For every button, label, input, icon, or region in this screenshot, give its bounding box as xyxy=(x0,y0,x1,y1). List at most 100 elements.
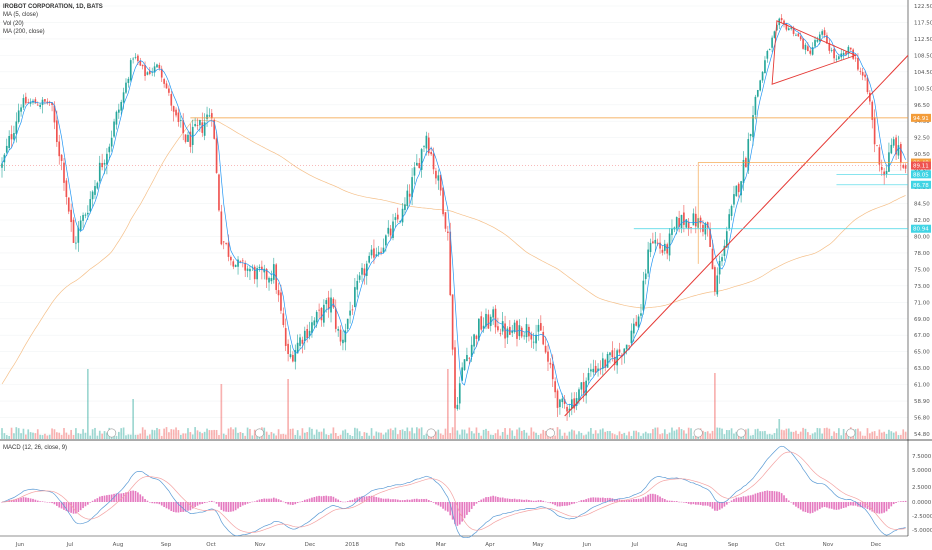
macd-histogram-bar xyxy=(261,499,263,502)
candle-body xyxy=(714,267,716,292)
candle-body xyxy=(17,110,20,122)
macd-histogram-bar xyxy=(127,492,130,502)
macd-histogram-bar xyxy=(838,502,840,510)
macd-histogram-bar xyxy=(456,502,459,526)
candle-body xyxy=(98,162,101,182)
candle-body xyxy=(56,120,58,142)
volume-bar xyxy=(89,435,92,439)
candle-body xyxy=(432,153,435,170)
time-tick-label: Sep xyxy=(728,542,739,548)
volume-bar xyxy=(349,435,351,439)
macd-histogram-bar xyxy=(141,496,144,502)
macd-histogram-bar xyxy=(79,502,82,511)
ma200-legend[interactable]: MA (200, close) xyxy=(3,29,45,36)
macd-histogram-bar xyxy=(647,494,649,502)
candle-body xyxy=(437,175,440,181)
candle-body xyxy=(671,228,673,235)
candle-body xyxy=(306,328,309,339)
macd-histogram-bar xyxy=(745,496,747,502)
volume-bar xyxy=(327,435,330,439)
candle-body xyxy=(866,77,869,93)
time-axis[interactable]: Jun Jul Aug Sep Oct Nov Dec 2018 Feb Mar Apr May Jun… xyxy=(15,542,882,548)
macd-legend-label[interactable]: MACD (12, 26, close, 9) xyxy=(3,445,68,451)
volume-bar xyxy=(587,431,590,439)
candle-body xyxy=(425,135,428,149)
candle-body xyxy=(611,350,614,358)
candle-body xyxy=(139,60,142,66)
candle-body xyxy=(125,82,127,93)
macd-histogram-bar xyxy=(807,502,809,513)
macd-histogram-bar xyxy=(125,492,127,502)
macd-histogram-bar xyxy=(654,494,657,502)
macd-histogram-bar xyxy=(213,501,216,503)
time-tick-label: Jun xyxy=(582,542,592,548)
candle-body xyxy=(642,280,645,311)
volume-bar xyxy=(206,428,208,439)
candle-body xyxy=(649,242,652,253)
candle-body xyxy=(811,47,814,55)
candle-body xyxy=(506,328,509,338)
volume-bar xyxy=(692,435,695,439)
macd-histogram-bar xyxy=(1,502,3,503)
candle-body xyxy=(63,162,65,183)
candle-body xyxy=(332,298,335,308)
candle-body xyxy=(897,145,900,156)
macd-histogram-bar xyxy=(36,500,39,502)
candle-body xyxy=(287,343,289,355)
candle-body xyxy=(292,355,294,362)
volume-bar xyxy=(890,431,893,439)
macd-histogram-bar xyxy=(220,502,223,510)
trend-drawings xyxy=(0,20,909,417)
volume-bar xyxy=(752,434,754,439)
macd-histogram-bar xyxy=(208,501,211,502)
candle-body xyxy=(380,251,382,253)
macd-histogram-bar xyxy=(113,493,115,502)
candle-body xyxy=(349,310,351,316)
volume-bar xyxy=(833,431,835,439)
macd-histogram-bar xyxy=(790,502,793,503)
volume-bar xyxy=(845,432,847,439)
candle-body xyxy=(692,213,695,226)
volume-bar xyxy=(778,419,781,439)
earnings-marker xyxy=(254,428,264,438)
macd-histogram-bar xyxy=(814,502,816,512)
macd-histogram-bar xyxy=(563,502,566,506)
macd-histogram-bar xyxy=(718,502,721,510)
macd-histogram-bar xyxy=(652,493,654,502)
volume-bar xyxy=(573,430,576,439)
volume-bar xyxy=(44,433,46,439)
macd-histogram-bar xyxy=(206,501,208,503)
macd-histogram-bar xyxy=(747,495,750,502)
macd-histogram-bar xyxy=(172,502,175,512)
macd-histogram-bar xyxy=(110,494,113,502)
macd-histogram-bar xyxy=(325,495,328,502)
volume-bar xyxy=(797,433,800,439)
volume-bar xyxy=(761,431,764,439)
vol-legend[interactable]: Vol (20) xyxy=(3,20,24,27)
macd-histogram-bar xyxy=(575,502,578,503)
volume-bar xyxy=(151,429,154,439)
symbol-title[interactable]: IROBOT CORPORATION, 1D, BATS xyxy=(3,4,103,10)
macd-histogram-bar xyxy=(559,502,561,507)
volume-bar xyxy=(635,430,638,439)
candle-body xyxy=(158,64,161,69)
volume-bar xyxy=(754,429,757,439)
ma5-legend[interactable]: MA (5, close) xyxy=(3,12,39,19)
macd-histogram-bar xyxy=(84,502,87,507)
volume-bar xyxy=(723,434,726,439)
macd-histogram-bar xyxy=(706,502,709,506)
macd-histogram-bar xyxy=(303,499,306,502)
candle-body xyxy=(227,242,230,257)
macd-histogram-bar xyxy=(661,498,664,502)
candle-body xyxy=(334,308,337,329)
macd-histogram-bar xyxy=(294,502,297,505)
price-label-badge xyxy=(911,113,931,122)
macd-histogram-bar xyxy=(566,502,568,506)
macd-histogram-bar xyxy=(861,502,864,508)
price-axis[interactable]: 54.80 56.80 58.90 61.00 63.00 65.00 67.00 69.00… xyxy=(911,4,932,534)
volume-bar xyxy=(194,427,196,439)
macd-histogram-bar xyxy=(251,501,254,503)
macd-histogram-bar xyxy=(528,499,530,502)
volume-bar xyxy=(749,435,752,439)
